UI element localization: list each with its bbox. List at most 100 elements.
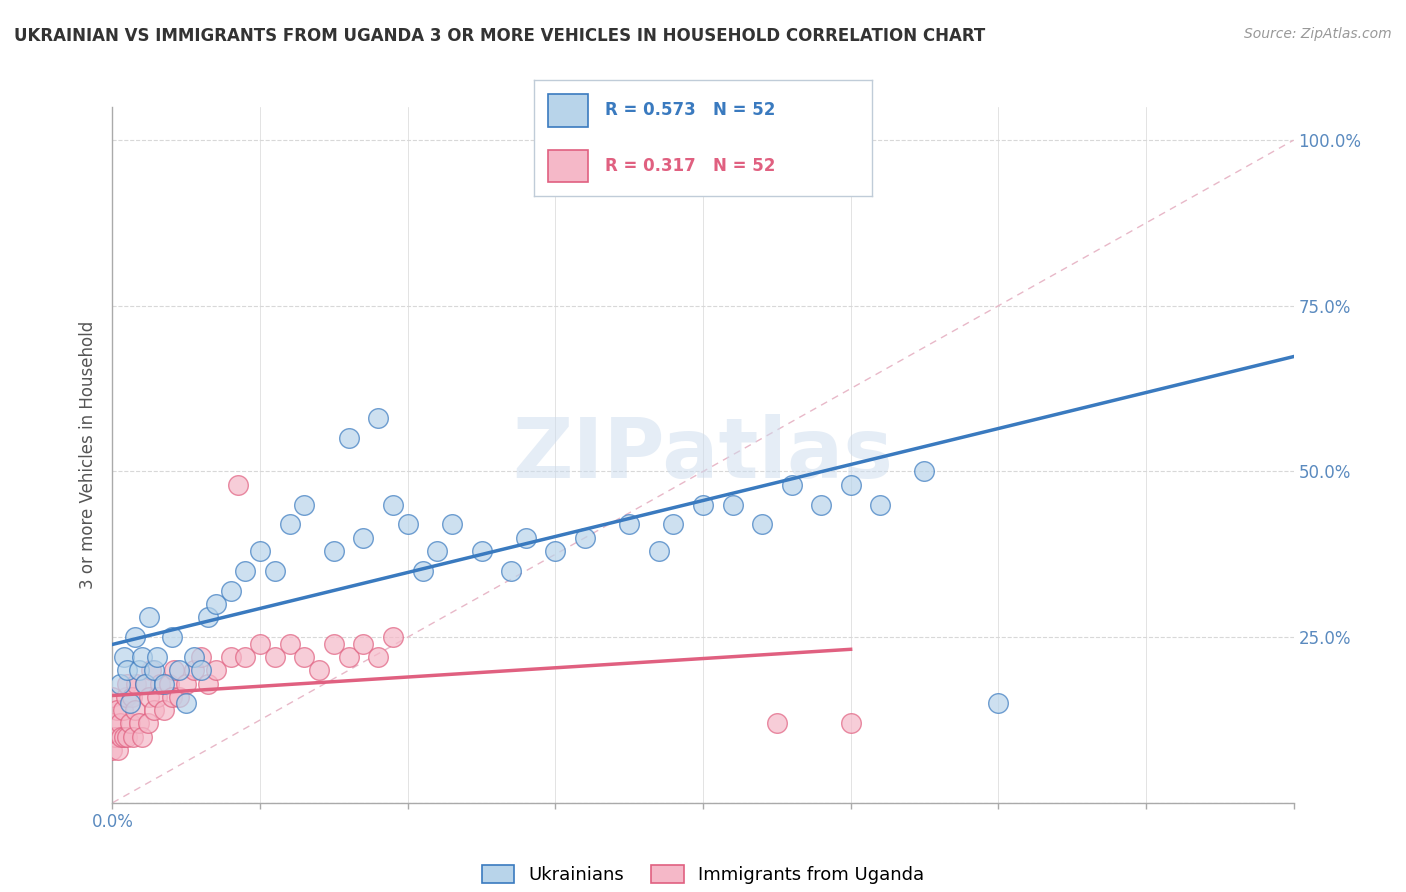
Point bbox=[721, 498, 744, 512]
Point bbox=[146, 690, 169, 704]
Point bbox=[411, 564, 433, 578]
Point bbox=[128, 716, 150, 731]
Text: ZIPatlas: ZIPatlas bbox=[513, 415, 893, 495]
Point bbox=[987, 697, 1010, 711]
Point bbox=[163, 663, 186, 677]
Point bbox=[134, 676, 156, 690]
Point bbox=[233, 650, 256, 665]
Point bbox=[219, 583, 242, 598]
Point bbox=[153, 703, 176, 717]
Point bbox=[470, 544, 494, 558]
Point bbox=[264, 650, 287, 665]
Text: R = 0.317   N = 52: R = 0.317 N = 52 bbox=[605, 157, 776, 175]
Point bbox=[139, 663, 162, 677]
Point bbox=[323, 637, 346, 651]
Point bbox=[426, 544, 449, 558]
Point bbox=[441, 517, 464, 532]
Point bbox=[292, 650, 315, 665]
Point bbox=[112, 730, 135, 744]
Point bbox=[108, 676, 131, 690]
Point bbox=[110, 730, 132, 744]
Point bbox=[914, 465, 936, 479]
Point bbox=[249, 637, 271, 651]
Point bbox=[751, 517, 773, 532]
Point bbox=[117, 663, 138, 677]
Point bbox=[160, 690, 183, 704]
Point bbox=[501, 564, 523, 578]
Point bbox=[278, 517, 301, 532]
Point bbox=[125, 676, 148, 690]
Point bbox=[233, 564, 256, 578]
Point bbox=[117, 676, 138, 690]
Point bbox=[121, 690, 143, 704]
Point bbox=[183, 650, 205, 665]
Point bbox=[101, 743, 124, 757]
Point bbox=[692, 498, 714, 512]
Point bbox=[167, 690, 190, 704]
Point bbox=[323, 544, 346, 558]
Text: Source: ZipAtlas.com: Source: ZipAtlas.com bbox=[1244, 27, 1392, 41]
Point bbox=[120, 716, 142, 731]
Point bbox=[149, 676, 172, 690]
Point bbox=[515, 531, 537, 545]
Point bbox=[780, 477, 803, 491]
Point bbox=[183, 663, 205, 677]
Point bbox=[108, 716, 131, 731]
Point bbox=[160, 630, 183, 644]
Point bbox=[839, 716, 862, 731]
Point bbox=[647, 544, 671, 558]
Point bbox=[128, 663, 150, 677]
Point bbox=[544, 544, 567, 558]
Point bbox=[382, 630, 405, 644]
Point bbox=[352, 531, 374, 545]
Point bbox=[226, 477, 249, 491]
Point bbox=[574, 531, 596, 545]
Point bbox=[117, 730, 138, 744]
Point bbox=[308, 663, 330, 677]
Point bbox=[205, 663, 228, 677]
Text: R = 0.573   N = 52: R = 0.573 N = 52 bbox=[605, 102, 776, 120]
Point bbox=[124, 703, 146, 717]
Point bbox=[142, 663, 165, 677]
Point bbox=[839, 477, 862, 491]
Point bbox=[174, 697, 197, 711]
Point bbox=[264, 564, 287, 578]
Point bbox=[205, 597, 228, 611]
Point bbox=[112, 650, 135, 665]
Point bbox=[382, 498, 405, 512]
Point bbox=[167, 663, 190, 677]
Point bbox=[101, 690, 124, 704]
Point bbox=[146, 650, 169, 665]
Point bbox=[120, 697, 142, 711]
Point bbox=[111, 703, 134, 717]
Point bbox=[278, 637, 301, 651]
Point bbox=[142, 703, 165, 717]
Point bbox=[367, 650, 389, 665]
Point bbox=[249, 544, 271, 558]
Point bbox=[662, 517, 685, 532]
Point bbox=[131, 650, 153, 665]
Point bbox=[131, 730, 153, 744]
Point bbox=[1371, 133, 1393, 147]
FancyBboxPatch shape bbox=[548, 150, 588, 182]
Point bbox=[766, 716, 789, 731]
Point bbox=[367, 411, 389, 425]
Point bbox=[337, 431, 360, 445]
Legend: Ukrainians, Immigrants from Uganda: Ukrainians, Immigrants from Uganda bbox=[474, 857, 932, 891]
Point bbox=[197, 676, 219, 690]
Point bbox=[619, 517, 641, 532]
Point bbox=[869, 498, 891, 512]
Point bbox=[396, 517, 419, 532]
Text: UKRAINIAN VS IMMIGRANTS FROM UGANDA 3 OR MORE VEHICLES IN HOUSEHOLD CORRELATION : UKRAINIAN VS IMMIGRANTS FROM UGANDA 3 OR… bbox=[14, 27, 986, 45]
Point bbox=[105, 703, 128, 717]
Point bbox=[136, 716, 159, 731]
Y-axis label: 3 or more Vehicles in Household: 3 or more Vehicles in Household bbox=[79, 321, 97, 589]
Point bbox=[157, 676, 180, 690]
Point bbox=[337, 650, 360, 665]
Point bbox=[190, 663, 212, 677]
Point bbox=[107, 743, 129, 757]
Point bbox=[104, 730, 127, 744]
Point bbox=[124, 630, 146, 644]
Point bbox=[114, 690, 136, 704]
FancyBboxPatch shape bbox=[548, 95, 588, 127]
